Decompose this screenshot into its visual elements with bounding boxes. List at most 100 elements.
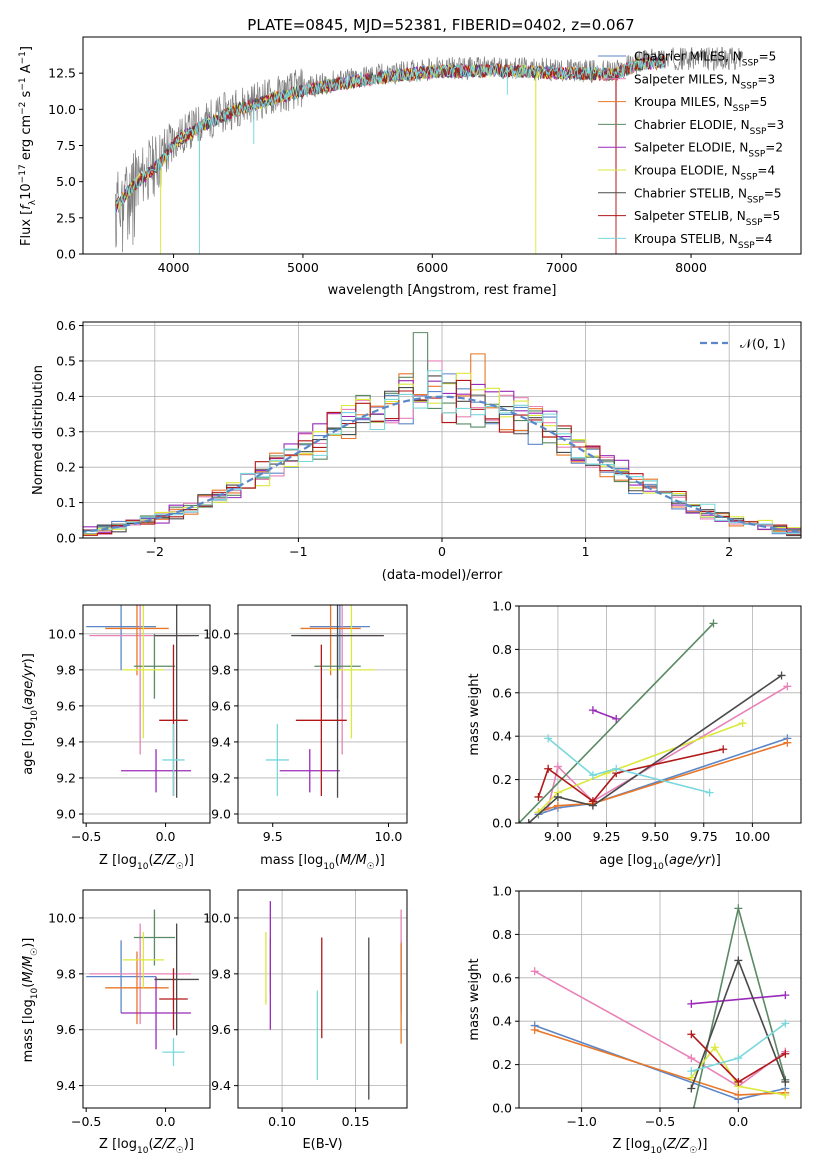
series-point	[612, 764, 621, 773]
plot-area	[530, 904, 790, 1108]
x-tick-label: 4000	[158, 260, 190, 275]
mass-weight-series	[687, 1043, 790, 1099]
spectrum-model-line	[114, 55, 666, 254]
x-tick-label: 5000	[287, 260, 319, 275]
x-tick-label: 0.0	[728, 1114, 748, 1129]
legend-label: Salpeter MILES, NSSP=3	[634, 72, 775, 91]
series-point	[781, 991, 790, 1000]
series-line	[519, 622, 715, 823]
axes-frame	[82, 889, 211, 1109]
label-part: age [log	[599, 853, 652, 868]
label-part: SSP	[748, 150, 765, 160]
label-part: =5	[759, 50, 777, 64]
series-point	[544, 764, 553, 773]
label-part: )]	[697, 1137, 707, 1152]
label-part: )]	[375, 853, 385, 868]
y-tick-label: 2.5	[56, 210, 76, 225]
errorbar-point	[295, 644, 347, 796]
y-tick-label: 9.2	[211, 770, 231, 785]
x-tick-label: −1.0	[566, 1114, 596, 1129]
plot-area	[265, 605, 384, 798]
y-tick-label: 9.6	[211, 698, 231, 713]
y-tick-label: 0.5	[56, 353, 76, 368]
series-point	[602, 769, 611, 778]
y-tick-label: 10.0	[203, 626, 231, 641]
y-tick-label: 12.5	[48, 66, 76, 81]
x-tick-label: 7000	[546, 260, 578, 275]
label-part: −2	[18, 102, 28, 115]
axes-frame	[237, 604, 408, 824]
x-tick-label: −0.5	[645, 1114, 675, 1129]
y-tick-label: 9.2	[56, 770, 76, 785]
label-part: −17	[18, 164, 28, 183]
x-tick-label: 6000	[416, 260, 448, 275]
legend-label: Salpeter ELODIE, NSSP=2	[634, 141, 783, 160]
legend-label: Kroupa ELODIE, NSSP=4	[634, 164, 775, 183]
y-tick-label: 9.4	[56, 734, 76, 749]
y-axis-label: Flux [fλ10−17 erg cm−2 s−1 A−1]	[18, 46, 38, 246]
y-tick-label: 0.8	[492, 642, 512, 657]
y-tick-label: 9.4	[211, 1078, 231, 1093]
label-part: 10	[30, 710, 40, 722]
series-point	[553, 792, 562, 801]
label-part: Z [log	[613, 1137, 651, 1152]
label-part: ☉	[176, 862, 184, 872]
errorbar-point	[122, 931, 164, 988]
errorbar-point	[291, 605, 384, 798]
label-part: (	[662, 1137, 667, 1152]
series-line	[547, 685, 788, 808]
y-tick-label: 9.6	[211, 1022, 231, 1037]
y-tick-label: 0.1	[56, 495, 76, 510]
errorbar-point	[300, 605, 361, 676]
label-part: =3	[757, 72, 775, 86]
x-tick-label: 0.10	[268, 1114, 296, 1129]
y-tick-label: 0.6	[56, 318, 76, 333]
errorbar-point	[89, 923, 191, 1025]
series-point	[524, 819, 533, 823]
grid	[519, 890, 801, 1109]
y-tick-label: 0.0	[56, 247, 76, 262]
label-part: ☉	[689, 1146, 697, 1156]
label-part: mass [log	[260, 853, 323, 868]
series-point	[709, 619, 718, 628]
y-tick-label: 9.8	[211, 662, 231, 677]
label-part: erg cm	[19, 115, 34, 164]
spectrum-model-line	[114, 55, 666, 254]
label-part: =5	[750, 95, 768, 109]
label-part: (	[21, 705, 36, 710]
errorbar-point	[86, 940, 157, 1013]
label-part: mass [log	[21, 999, 36, 1062]
y-tick-label: 0.4	[492, 729, 512, 744]
label-part: (	[664, 853, 669, 868]
mass-weight-series	[687, 991, 790, 1008]
label-part: 10	[652, 862, 664, 872]
x-tick-label: 9.75	[690, 829, 718, 844]
legend-label: Kroupa STELIB, NSSP=4	[634, 232, 772, 251]
x-axis-label: age [log10(age/yr)]	[599, 853, 721, 872]
series-point	[781, 1049, 790, 1058]
mass-weight-series	[534, 734, 792, 819]
legend-label: Chabrier MILES, NSSP=5	[634, 50, 776, 69]
grid	[238, 890, 407, 1108]
legend-label: Chabrier STELIB, NSSP=5	[634, 186, 782, 205]
y-tick-label: 0.4	[56, 389, 76, 404]
y-tick-label: 0.0	[492, 1101, 512, 1116]
label-part: =5	[763, 209, 781, 223]
errorbar-point	[154, 605, 199, 798]
y-tick-label: 9.8	[56, 966, 76, 981]
label-part: M/M	[21, 956, 36, 983]
series-point	[687, 1084, 696, 1093]
plot-area	[86, 909, 199, 1067]
y-tick-label: 0.6	[492, 685, 512, 700]
legend-label: Salpeter STELIB, NSSP=5	[634, 209, 780, 228]
series-point	[687, 1030, 696, 1039]
label-part: =3	[766, 118, 784, 132]
plot-area	[265, 901, 402, 1100]
y-tick-label: 9.0	[211, 806, 231, 821]
mass-weight-series	[519, 619, 718, 823]
massweight_vs_age-panel: 9.00 9.25 9.50 9.75 10.00 0.0 0.2 0.4 0.6 0.8 1.0 a…	[467, 599, 802, 872]
y-tick-label: 1.0	[492, 884, 512, 899]
y-tick-label: 9.6	[56, 1022, 76, 1037]
label-part: 10	[19, 183, 34, 200]
series-point	[588, 797, 597, 806]
